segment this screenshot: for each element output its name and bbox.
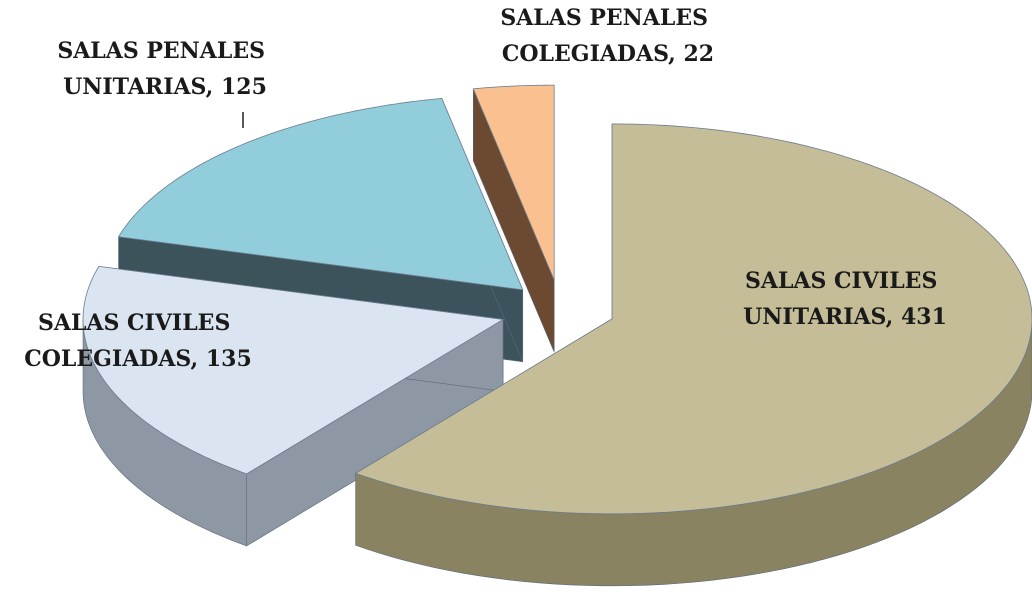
- slice: [354, 123, 1032, 515]
- data-label: SALAS PENALES UNITARIAS, 125: [57, 38, 272, 100]
- data-label-line: UNITARIAS, 125: [63, 74, 267, 100]
- slice: [354, 123, 1032, 587]
- data-label: SALAS CIVILES UNITARIAS, 431: [743, 268, 947, 330]
- data-label-line: SALAS CIVILES: [38, 310, 238, 336]
- data-label-line: SALAS CIVILES: [745, 268, 945, 294]
- data-label-line: SALAS PENALES: [500, 5, 715, 31]
- data-label: SALAS CIVILES COLEGIADAS, 135: [24, 310, 252, 372]
- data-label-line: SALAS PENALES: [57, 38, 272, 64]
- data-label-line: COLEGIADAS, 135: [24, 346, 252, 372]
- slice: [472, 84, 555, 353]
- slice: [82, 265, 505, 547]
- slice: [82, 265, 505, 475]
- slice: [472, 84, 555, 281]
- data-label-line: COLEGIADAS, 22: [502, 41, 714, 67]
- data-label-line: UNITARIAS, 431: [743, 304, 947, 330]
- data-label: SALAS PENALES COLEGIADAS, 22: [500, 5, 715, 67]
- slice: [117, 98, 524, 291]
